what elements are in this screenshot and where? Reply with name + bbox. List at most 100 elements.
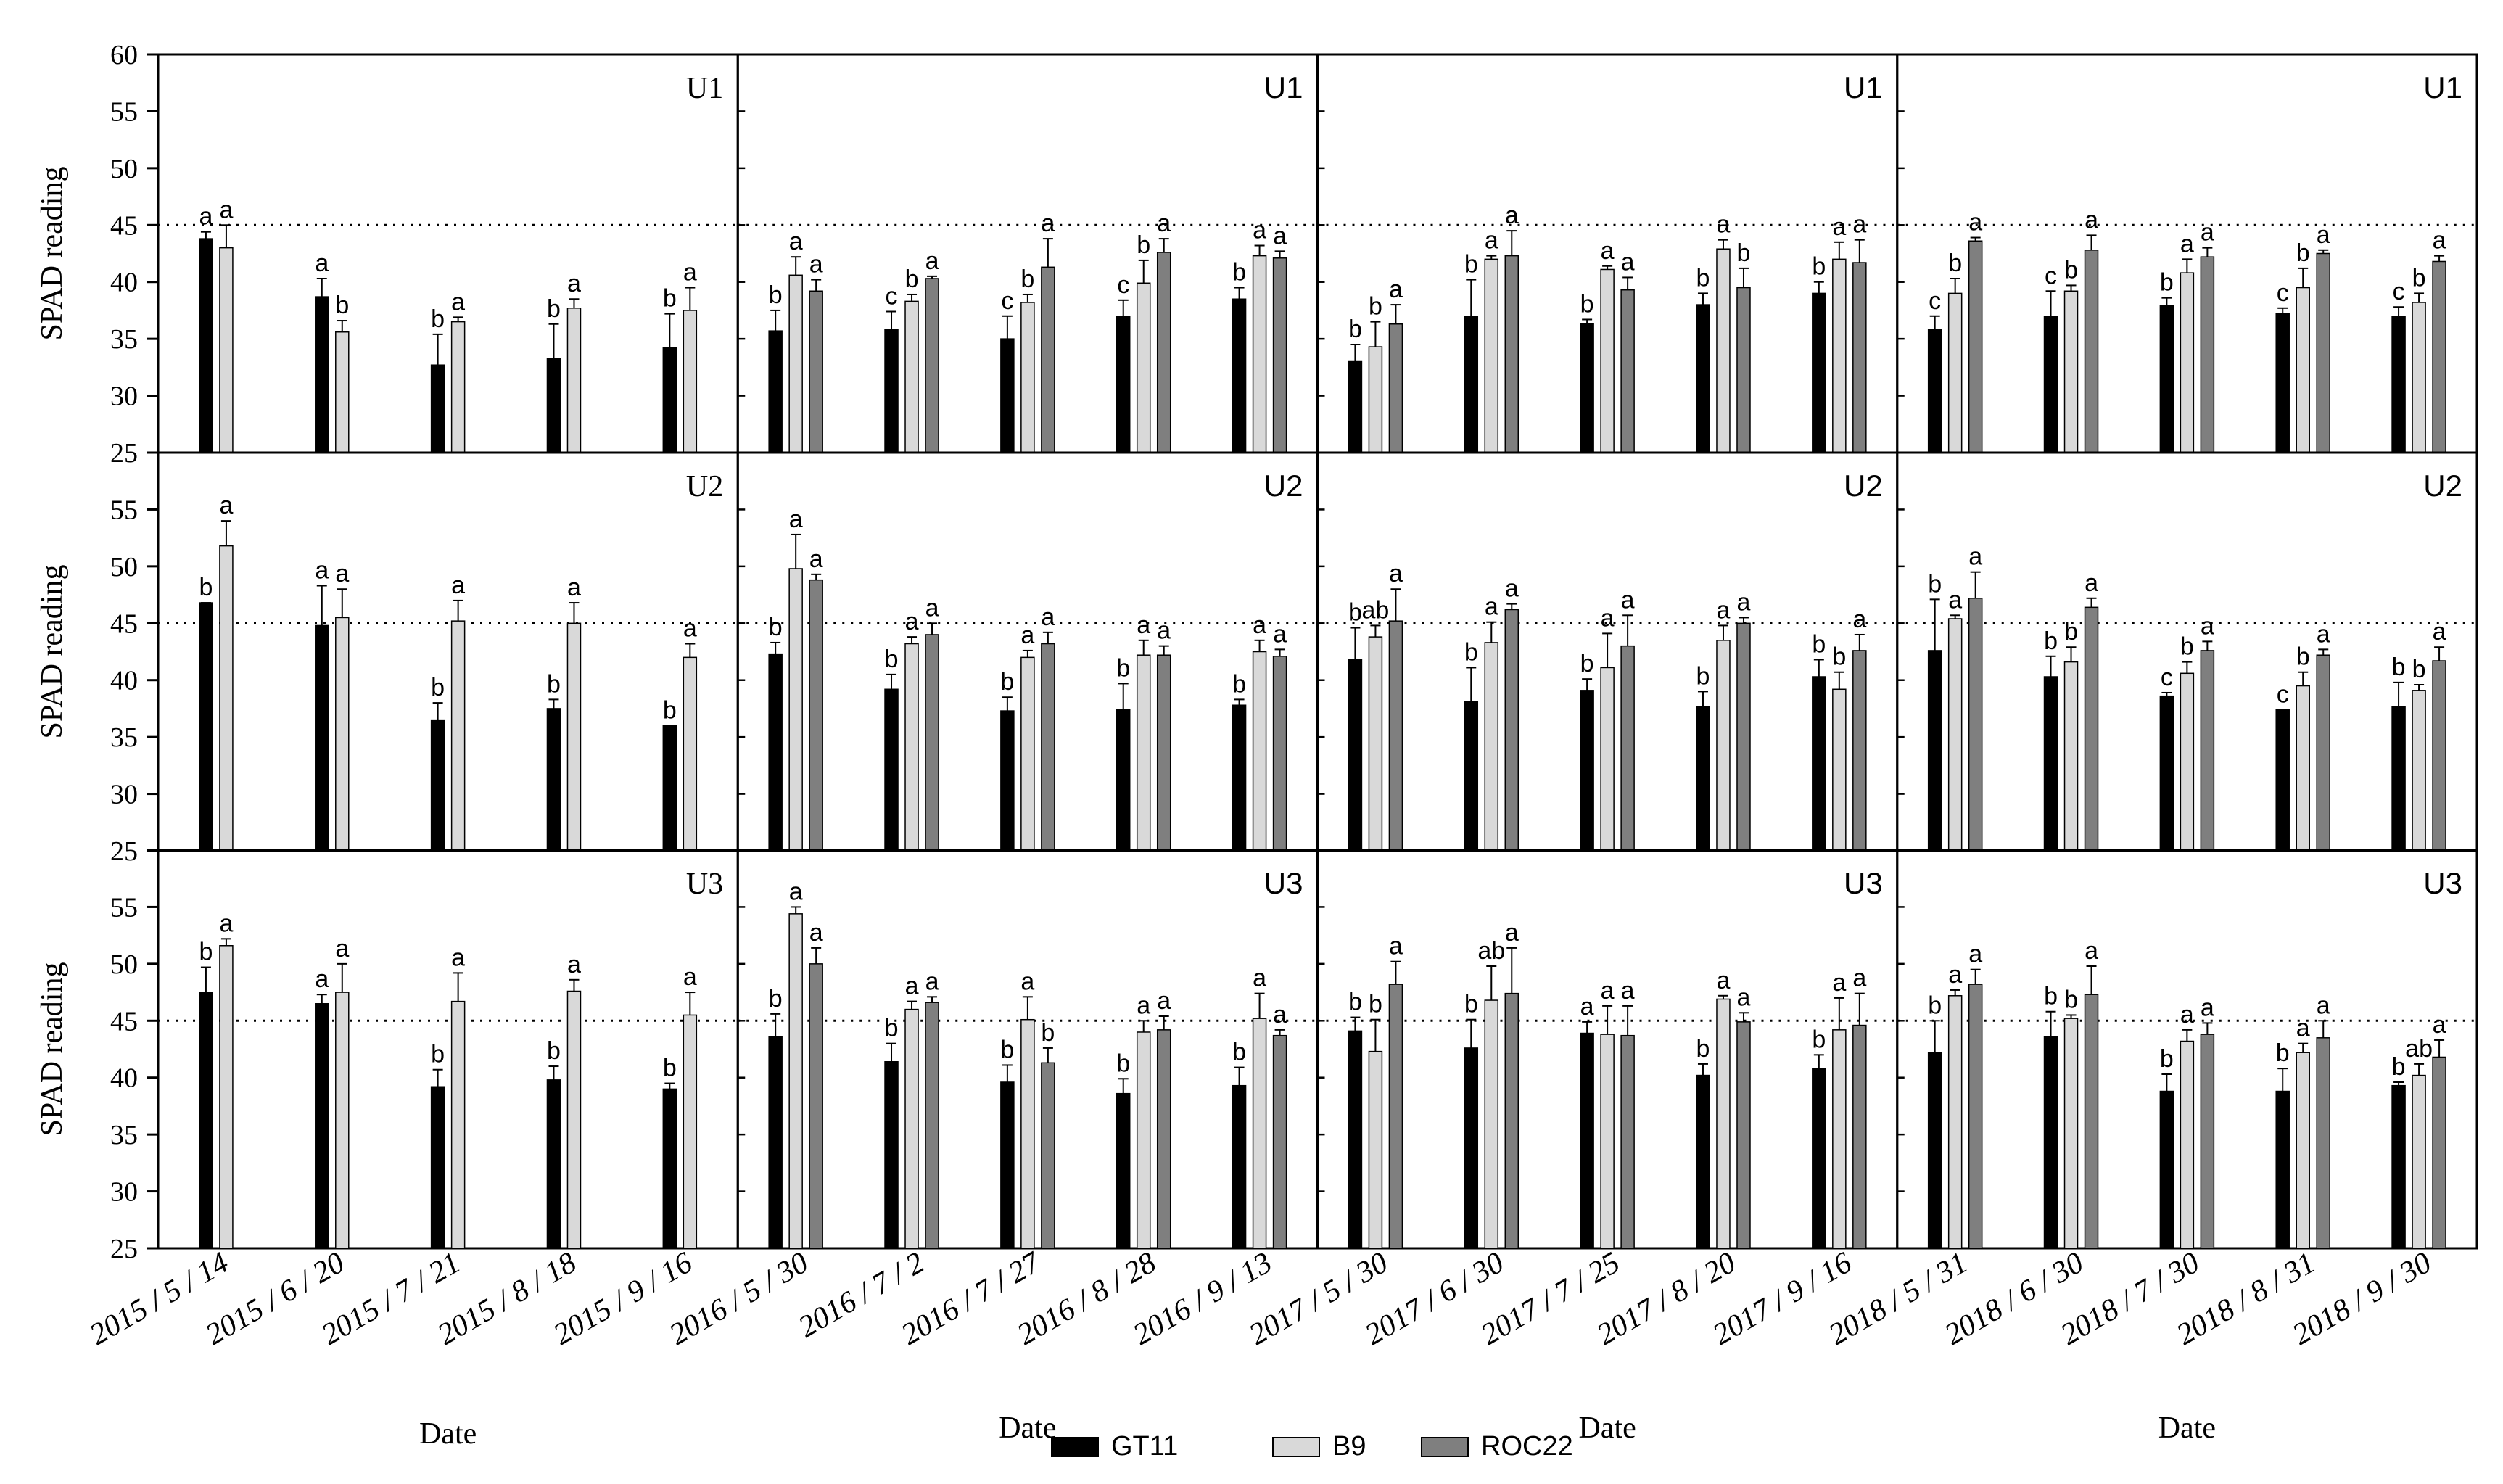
significance-letter: a bbox=[1948, 586, 1962, 614]
bar-B9 bbox=[2296, 1052, 2310, 1249]
bar-ROC22 bbox=[2200, 1034, 2215, 1249]
bar-B9 bbox=[1600, 268, 1615, 453]
bar-GT11 bbox=[2043, 1036, 2058, 1249]
bar-B9 bbox=[788, 568, 803, 852]
bar-GT11 bbox=[199, 238, 213, 453]
significance-letter: a bbox=[1253, 217, 1266, 244]
bar-B9 bbox=[904, 1008, 919, 1249]
significance-letter: a bbox=[1157, 987, 1171, 1015]
bar-B9 bbox=[1484, 999, 1499, 1249]
significance-letter: a bbox=[1020, 968, 1034, 995]
bar-GT11 bbox=[546, 358, 561, 453]
bar-B9 bbox=[2063, 290, 2079, 453]
bar-B9 bbox=[219, 945, 234, 1249]
significance-letter: a bbox=[1137, 611, 1150, 639]
significance-letter: a bbox=[1601, 237, 1615, 265]
bar-B9 bbox=[2063, 1018, 2079, 1249]
significance-letter: b bbox=[1232, 1039, 1246, 1066]
significance-letter: a bbox=[315, 965, 329, 993]
significance-letter: b bbox=[1832, 643, 1846, 671]
bar-GT11 bbox=[662, 725, 677, 852]
bar-B9 bbox=[1947, 292, 1963, 453]
bar-ROC22 bbox=[1736, 1021, 1751, 1249]
significance-letter: a bbox=[1505, 575, 1519, 603]
significance-letter: a bbox=[567, 951, 581, 978]
bar-B9 bbox=[1020, 1018, 1035, 1249]
y-tick-label: 50 bbox=[110, 154, 138, 184]
bar-B9 bbox=[1136, 1031, 1151, 1249]
bar-ROC22 bbox=[1156, 654, 1171, 852]
significance-letter: a bbox=[451, 572, 465, 599]
significance-letter: b bbox=[2064, 256, 2078, 284]
significance-letter: b bbox=[1464, 251, 1478, 279]
significance-letter: a bbox=[1273, 222, 1287, 250]
bar-GT11 bbox=[1696, 706, 1710, 852]
bar-GT11 bbox=[1232, 704, 1247, 852]
y-tick-label: 25 bbox=[110, 438, 138, 469]
bar-GT11 bbox=[2043, 316, 2058, 453]
significance-letter: a bbox=[2296, 1015, 2310, 1042]
bar-ROC22 bbox=[2432, 1056, 2446, 1249]
significance-letter: b bbox=[1369, 293, 1382, 321]
bar-GT11 bbox=[2275, 709, 2290, 852]
significance-letter: a bbox=[1580, 993, 1594, 1021]
bar-ROC22 bbox=[809, 579, 823, 852]
bar-B9 bbox=[2180, 272, 2195, 453]
bar-ROC22 bbox=[2316, 654, 2330, 852]
significance-letter: b bbox=[2392, 1053, 2406, 1081]
significance-letter: a bbox=[683, 259, 697, 287]
significance-letter: b bbox=[1928, 992, 1942, 1019]
significance-letter: a bbox=[1157, 210, 1171, 237]
significance-letter: b bbox=[1348, 989, 1362, 1016]
significance-letter: b bbox=[199, 574, 213, 601]
y-tick-label: 40 bbox=[110, 666, 138, 696]
significance-letter: a bbox=[1968, 941, 1982, 968]
significance-letter: b bbox=[905, 265, 919, 293]
bar-ROC22 bbox=[2432, 260, 2446, 453]
significance-letter: a bbox=[1601, 604, 1615, 632]
significance-letter: a bbox=[1157, 617, 1171, 645]
bar-ROC22 bbox=[925, 278, 939, 453]
significance-letter: a bbox=[2317, 992, 2330, 1019]
significance-letter: a bbox=[2201, 219, 2214, 247]
bar-ROC22 bbox=[925, 1002, 939, 1249]
bar-GT11 bbox=[662, 1088, 677, 1249]
bar-B9 bbox=[450, 321, 466, 453]
bar-B9 bbox=[1832, 258, 1847, 453]
significance-letter: a bbox=[451, 944, 465, 971]
significance-letter: b bbox=[1696, 1035, 1710, 1063]
significance-letter: c bbox=[2161, 664, 2173, 691]
significance-letter: b bbox=[769, 614, 783, 641]
significance-letter: a bbox=[451, 288, 465, 316]
significance-letter: a bbox=[1621, 977, 1635, 1005]
bar-GT11 bbox=[1464, 1047, 1479, 1249]
bar-ROC22 bbox=[1968, 240, 1983, 453]
bar-B9 bbox=[1600, 667, 1615, 852]
bar-B9 bbox=[1252, 255, 1267, 453]
bar-B9 bbox=[683, 310, 698, 453]
significance-letter: a bbox=[1485, 593, 1498, 621]
panel-label: U3 bbox=[1844, 866, 1883, 900]
bar-B9 bbox=[566, 308, 582, 453]
bar-B9 bbox=[1368, 1050, 1383, 1249]
bar-GT11 bbox=[2159, 695, 2174, 852]
bar-GT11 bbox=[884, 1061, 899, 1249]
panel-label: U1 bbox=[686, 72, 723, 105]
bar-B9 bbox=[1020, 656, 1035, 852]
significance-letter: b bbox=[1812, 253, 1826, 281]
bar-GT11 bbox=[546, 1079, 561, 1249]
bar-GT11 bbox=[2159, 305, 2174, 453]
bar-ROC22 bbox=[2432, 660, 2446, 852]
significance-letter: b bbox=[2064, 618, 2078, 646]
significance-letter: a bbox=[2317, 221, 2330, 249]
bar-B9 bbox=[1484, 642, 1499, 852]
significance-letter: b bbox=[199, 939, 213, 966]
significance-letter: a bbox=[1717, 967, 1731, 994]
significance-letter: a bbox=[789, 228, 803, 255]
panel-label: U2 bbox=[686, 470, 723, 503]
bar-GT11 bbox=[2391, 1084, 2406, 1249]
y-tick-label: 55 bbox=[110, 892, 138, 923]
